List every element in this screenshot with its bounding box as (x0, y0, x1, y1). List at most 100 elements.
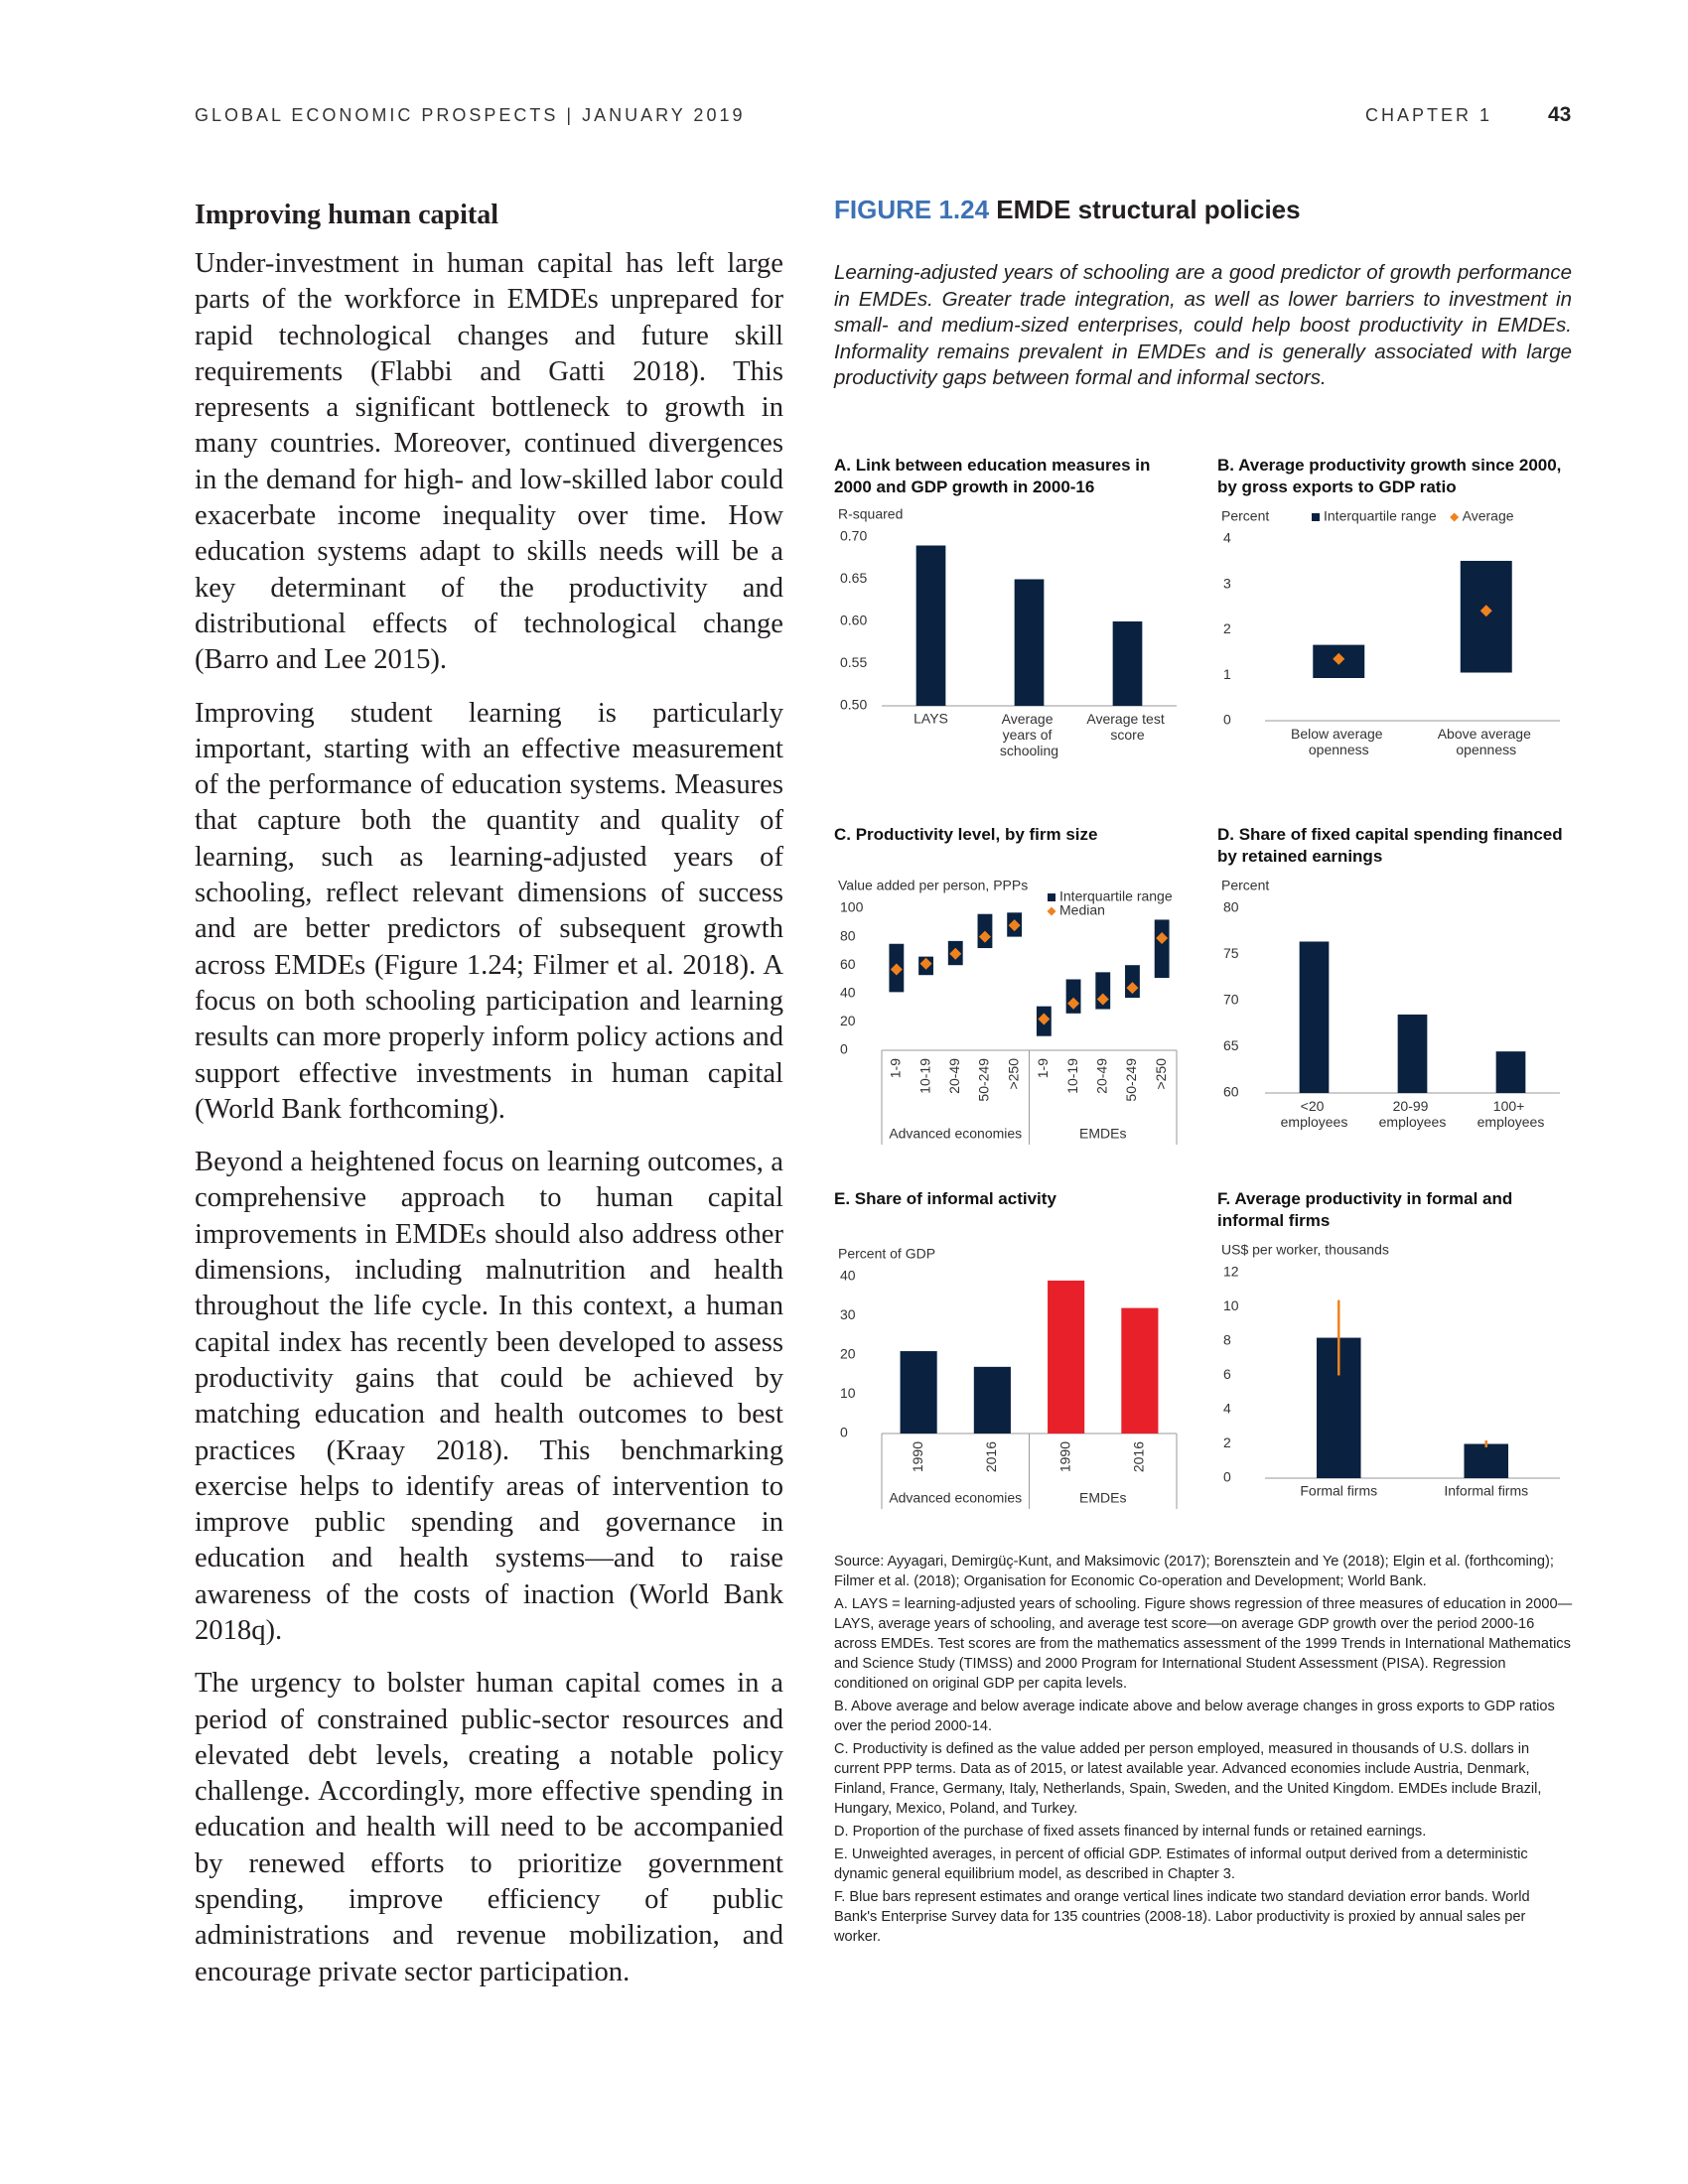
point-marker (1479, 605, 1492, 617)
y-tick-label: 4 (1223, 530, 1231, 546)
legend-marker (1450, 512, 1460, 522)
panel: C. Productivity level, by firm size Value… (834, 824, 1187, 1147)
y-tick-label: 60 (1223, 1084, 1239, 1100)
y-tick-label: 12 (1223, 1264, 1239, 1280)
x-tick-label: Informal firms (1444, 1483, 1528, 1499)
y-tick-label: 0 (840, 1041, 848, 1057)
note: C. Productivity is defined as the value … (834, 1741, 1542, 1817)
point-marker (949, 947, 962, 960)
y-tick-label: 0.70 (840, 528, 867, 544)
panel-title: E. Share of informal activity (834, 1189, 1056, 1208)
x-tick-label: 20-49 (1093, 1058, 1109, 1094)
group-label: Advanced economies (889, 1126, 1022, 1142)
y-tick-label: 0 (1223, 1469, 1231, 1485)
chapter-label: CHAPTER 1 (1365, 105, 1493, 125)
x-tick-label: Average years of schooling (1000, 711, 1058, 758)
point-marker (919, 957, 932, 970)
body-column: Improving human capital Under-investment… (195, 199, 783, 2007)
x-tick-label: >250 (1153, 1058, 1169, 1090)
y-tick-label: 4 (1223, 1401, 1231, 1417)
point-marker (1067, 997, 1080, 1010)
x-tick-label: 100+ employees (1477, 1098, 1545, 1130)
group-label: EMDEs (1079, 1490, 1126, 1506)
y-tick-label: 10 (840, 1385, 856, 1401)
paragraph: The urgency to bolster human capital com… (195, 1668, 783, 1987)
bar (1121, 1307, 1159, 1433)
note: Source: Ayyagari, Demirgüç-Kunt, and Mak… (834, 1554, 1554, 1589)
group-label: EMDEs (1079, 1126, 1126, 1142)
legend-label: Interquartile range (1059, 888, 1173, 904)
y-tick-label: 65 (1223, 1037, 1239, 1053)
bar (1464, 1443, 1509, 1478)
legend-marker (1047, 906, 1056, 916)
y-tick-label: 40 (840, 985, 856, 1001)
y-tick-label: 20 (840, 1013, 856, 1028)
legend-label: Median (1059, 902, 1105, 918)
x-tick-label: 2016 (1131, 1441, 1147, 1472)
bar (973, 1366, 1011, 1433)
x-tick-label: Below average openness (1291, 726, 1387, 757)
y-axis-label: Percent of GDP (838, 1246, 935, 1262)
x-tick-label: Average test score (1086, 711, 1168, 743)
point-marker (1008, 919, 1021, 932)
y-tick-label: 0 (840, 1425, 848, 1440)
y-tick-label: 80 (1223, 899, 1239, 915)
figure-name: EMDE structural policies (996, 195, 1301, 224)
x-tick-label: 50-249 (1123, 1058, 1139, 1102)
bar (1048, 1280, 1085, 1433)
figure-title: FIGURE 1.24 EMDE structural policies (834, 195, 1301, 225)
y-tick-label: 0.55 (840, 654, 867, 670)
y-tick-label: 2 (1223, 620, 1231, 636)
y-tick-label: 0.60 (840, 613, 867, 628)
y-tick-label: 40 (840, 1268, 856, 1284)
x-tick-label: 2016 (983, 1441, 999, 1472)
y-tick-label: 60 (840, 956, 856, 972)
panel: F. Average productivity in formal and in… (1217, 1188, 1570, 1511)
point-marker (1096, 993, 1109, 1006)
y-tick-label: 0.65 (840, 570, 867, 586)
y-tick-label: 0 (1223, 712, 1231, 728)
x-tick-label: 20-99 employees (1379, 1098, 1447, 1130)
bar (1397, 1014, 1428, 1093)
point-marker (890, 963, 903, 976)
x-tick-label: 20-49 (946, 1058, 962, 1094)
range-bar (1154, 919, 1170, 979)
bar (1112, 621, 1143, 706)
bar (1299, 941, 1330, 1093)
x-tick-label: 1-9 (1035, 1058, 1051, 1078)
point-marker (1156, 932, 1169, 945)
panel: A. Link between education measures in 20… (834, 455, 1187, 777)
note: D. Proportion of the purchase of fixed a… (834, 1824, 1427, 1840)
y-axis-label: R-squared (838, 506, 903, 522)
y-tick-label: 80 (840, 927, 856, 943)
figure-notes: Source: Ayyagari, Demirgüç-Kunt, and Mak… (834, 1552, 1574, 1950)
y-tick-label: 6 (1223, 1366, 1231, 1382)
panel: E. Share of informal activity Percent of … (834, 1188, 1187, 1511)
y-tick-label: 100 (840, 899, 864, 915)
bar (1495, 1051, 1526, 1093)
legend-marker (1312, 513, 1320, 521)
panel: B. Average productivity growth since 200… (1217, 455, 1570, 777)
y-tick-label: 8 (1223, 1332, 1231, 1348)
y-tick-label: 3 (1223, 575, 1231, 591)
panel-title: F. Average productivity in formal and in… (1217, 1189, 1513, 1230)
note: A. LAYS = learning-adjusted years of sch… (834, 1596, 1573, 1692)
paragraph: Improving student learning is particular… (195, 697, 783, 1125)
y-axis-label: Value added per person, PPPs (838, 878, 1028, 893)
x-tick-label: Formal firms (1300, 1483, 1377, 1499)
running-header: GLOBAL ECONOMIC PROSPECTS | JANUARY 2019 (195, 105, 746, 125)
chart: Percent 0 1 2 3 4 Below average openness Above … (1221, 508, 1560, 757)
point-marker (978, 930, 991, 943)
y-tick-label: 75 (1223, 945, 1239, 961)
y-tick-label: 70 (1223, 992, 1239, 1008)
y-tick-label: 1 (1223, 666, 1231, 682)
x-tick-label: 1990 (910, 1441, 925, 1472)
chart: Percent of GDP 0 10 20 30 40 1990 2016 1990 2016 A… (838, 1246, 1178, 1509)
y-tick-label: 20 (840, 1346, 856, 1362)
legend-label: Interquartile range (1324, 508, 1437, 524)
panel-title: D. Share of fixed capital spending finan… (1217, 825, 1563, 866)
section-heading: Improving human capital (195, 200, 498, 230)
paragraph: Beyond a heightened focus on learning ou… (195, 1147, 783, 1646)
x-tick-label: 1-9 (888, 1058, 904, 1078)
figure-subtitle: Learning-adjusted years of schooling are… (834, 261, 1572, 389)
